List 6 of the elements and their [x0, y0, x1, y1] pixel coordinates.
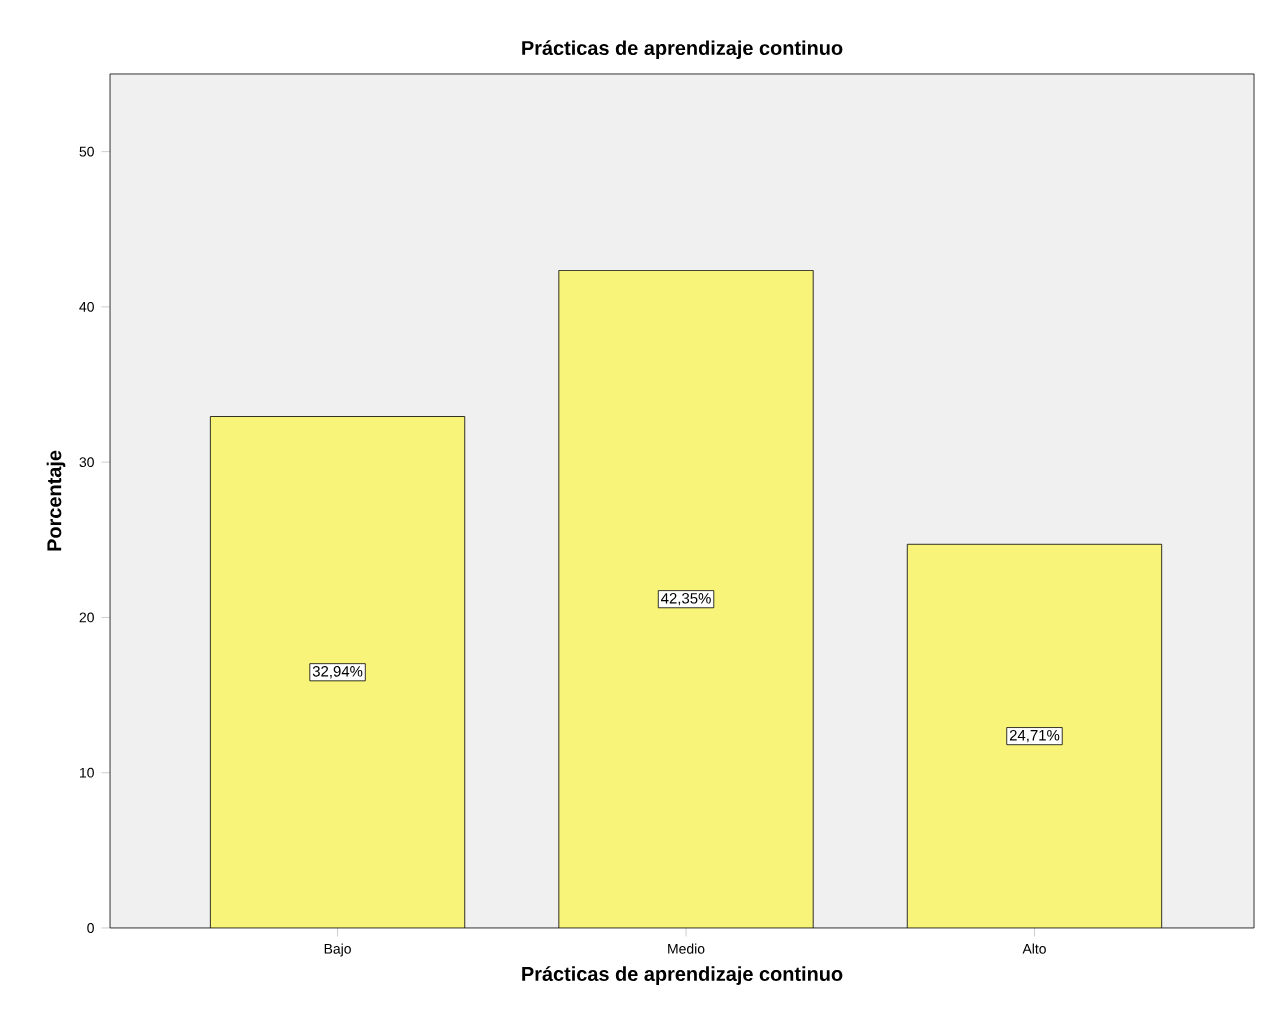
bar	[209, 416, 466, 928]
bar	[558, 270, 814, 928]
chart-title: Prácticas de aprendizaje continuo	[522, 40, 843, 59]
bar	[906, 543, 1163, 928]
y-axis-title: Porcentaje	[46, 450, 66, 551]
x-axis-title: Prácticas de aprendizaje continuo	[522, 966, 843, 985]
